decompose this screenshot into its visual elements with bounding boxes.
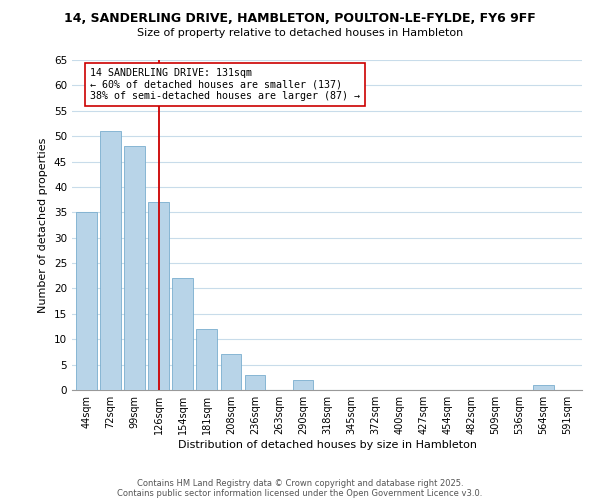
Bar — [76, 212, 97, 390]
Bar — [148, 202, 169, 390]
Bar — [124, 146, 145, 390]
Bar — [196, 329, 217, 390]
Bar — [172, 278, 193, 390]
X-axis label: Distribution of detached houses by size in Hambleton: Distribution of detached houses by size … — [178, 440, 476, 450]
Text: 14, SANDERLING DRIVE, HAMBLETON, POULTON-LE-FYLDE, FY6 9FF: 14, SANDERLING DRIVE, HAMBLETON, POULTON… — [64, 12, 536, 26]
Bar — [100, 131, 121, 390]
Text: Size of property relative to detached houses in Hambleton: Size of property relative to detached ho… — [137, 28, 463, 38]
Text: Contains public sector information licensed under the Open Government Licence v3: Contains public sector information licen… — [118, 488, 482, 498]
Bar — [245, 375, 265, 390]
Text: 14 SANDERLING DRIVE: 131sqm
← 60% of detached houses are smaller (137)
38% of se: 14 SANDERLING DRIVE: 131sqm ← 60% of det… — [90, 68, 360, 101]
Bar — [533, 385, 554, 390]
Bar — [293, 380, 313, 390]
Text: Contains HM Land Registry data © Crown copyright and database right 2025.: Contains HM Land Registry data © Crown c… — [137, 478, 463, 488]
Bar — [221, 354, 241, 390]
Y-axis label: Number of detached properties: Number of detached properties — [38, 138, 49, 312]
